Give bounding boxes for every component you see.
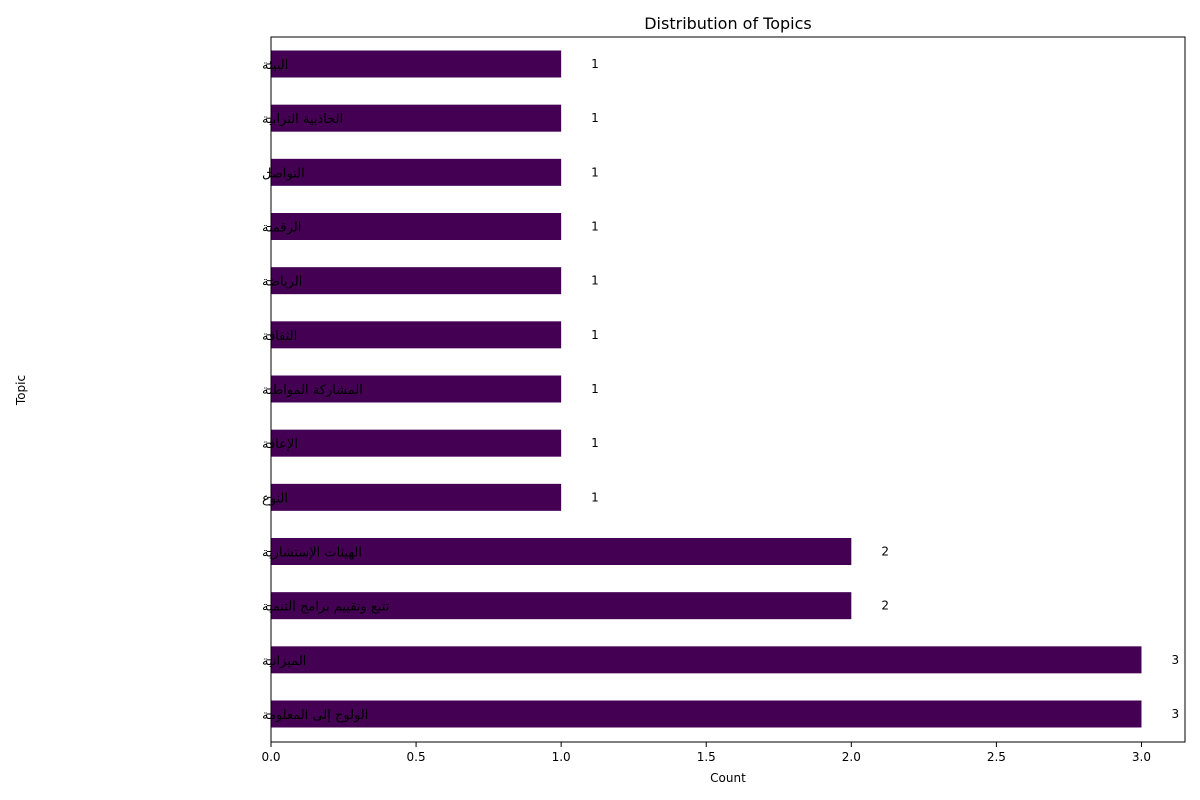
x-tick-label: 0.5 <box>407 750 426 764</box>
y-tick-label: التواصل <box>262 166 305 181</box>
x-tick-label: 2.5 <box>987 750 1006 764</box>
bar <box>271 429 562 457</box>
bar <box>271 538 852 565</box>
y-axis-ticks: البيئة الجاذبية الترابية التواصل الرقمنة الر… <box>262 58 390 723</box>
value-label: 1 <box>591 57 599 71</box>
value-label: 1 <box>591 274 599 288</box>
value-label: 3 <box>1171 707 1179 721</box>
value-label: 1 <box>591 490 599 504</box>
y-tick-label: الرقمنة <box>262 221 301 236</box>
bar <box>271 50 562 78</box>
x-tick-label: 1.0 <box>552 750 571 764</box>
y-tick-label: الرياضة <box>262 275 302 290</box>
x-tick-label: 0.0 <box>261 750 280 764</box>
value-label: 1 <box>591 328 599 342</box>
y-tick-label: الثقافة <box>262 329 297 344</box>
bar <box>271 104 562 132</box>
chart-title: Distribution of Topics <box>644 14 812 33</box>
bars-group <box>271 50 1142 728</box>
y-tick-label: النوع <box>262 491 288 506</box>
bar <box>271 321 562 349</box>
bar <box>271 375 562 403</box>
bar <box>271 158 562 186</box>
bar <box>271 592 852 620</box>
y-tick-label: الميزانية <box>262 654 306 669</box>
y-tick-label: الإعاقة <box>262 437 298 452</box>
bar <box>271 267 562 295</box>
y-tick-label: الهيئات الإستشارية <box>262 546 362 561</box>
value-label: 3 <box>1171 653 1179 667</box>
bar <box>271 700 1142 728</box>
x-tick-label: 3.0 <box>1132 750 1151 764</box>
x-tick-label: 2.0 <box>842 750 861 764</box>
bar <box>271 646 1142 674</box>
x-tick-label: 1.5 <box>697 750 716 764</box>
y-tick-label: الولوج إلى المعلومة <box>262 708 368 723</box>
value-label: 1 <box>591 111 599 125</box>
x-axis-label: Count <box>710 771 746 785</box>
value-labels-group: 1 1 1 1 1 1 1 1 1 2 2 3 3 <box>591 57 1179 721</box>
value-label: 2 <box>881 599 889 613</box>
y-axis-label: Topic <box>14 375 28 406</box>
bar <box>271 213 562 240</box>
value-label: 1 <box>591 165 599 179</box>
y-tick-label: المشاركة المواطنة <box>262 383 363 398</box>
y-tick-label: البيئة <box>262 58 288 73</box>
value-label: 1 <box>591 220 599 234</box>
y-tick-label: تتبع وتقييم برامج التنمية <box>262 600 390 615</box>
plot-frame <box>270 36 1186 743</box>
bar <box>271 483 562 511</box>
value-label: 1 <box>591 436 599 450</box>
y-tick-label: الجاذبية الترابية <box>262 112 343 127</box>
value-label: 1 <box>591 382 599 396</box>
value-label: 2 <box>881 545 889 559</box>
x-axis-ticks: 0.0 0.5 1.0 1.5 2.0 2.5 3.0 <box>261 742 1151 764</box>
